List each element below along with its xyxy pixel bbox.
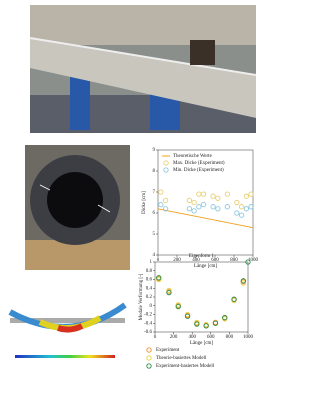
data-point xyxy=(166,289,172,296)
x-tick-label: 0 xyxy=(154,335,157,340)
legend-swatch xyxy=(146,347,152,353)
legend-label: Max. Dicke (Experiment) xyxy=(173,161,225,166)
y-tick-label: 1 xyxy=(150,260,153,265)
data-point xyxy=(203,323,209,329)
data-point xyxy=(248,191,254,197)
data-point xyxy=(200,201,207,208)
data-point xyxy=(196,204,202,210)
y-tick-label: 7 xyxy=(153,190,156,195)
series-line xyxy=(157,208,254,229)
data-point xyxy=(243,206,250,212)
y-tick-label: 0.8 xyxy=(146,269,153,274)
data-point xyxy=(240,280,247,286)
y-axis-label: Dicke [cm] xyxy=(142,191,147,214)
legend-label: Experiment xyxy=(156,348,180,353)
legend-label: Theorie-basiertes Modell xyxy=(156,356,207,361)
data-point xyxy=(162,197,169,204)
data-point xyxy=(210,193,216,199)
legend-swatch xyxy=(163,167,169,173)
data-point xyxy=(166,287,172,294)
x-tick-label: 1000 xyxy=(248,258,259,263)
data-point xyxy=(200,191,207,197)
y-tick-label: -0.6 xyxy=(144,330,152,335)
data-point xyxy=(215,195,221,201)
data-point xyxy=(238,212,245,218)
data-point xyxy=(158,201,164,208)
data-point xyxy=(175,302,181,308)
y-tick-label: 4 xyxy=(153,253,156,258)
data-point xyxy=(186,197,193,204)
legend-swatch xyxy=(146,355,152,361)
legend-swatch xyxy=(163,160,169,166)
data-point xyxy=(231,296,237,302)
data-point xyxy=(243,193,250,199)
data-point xyxy=(191,199,197,206)
legend-swatch xyxy=(146,363,152,369)
data-point xyxy=(224,191,231,197)
legend-label: Theoretische Werte xyxy=(173,154,213,159)
x-tick-label: 400 xyxy=(192,258,200,263)
cross-section-photo xyxy=(25,145,130,270)
data-point xyxy=(156,276,162,283)
y-tick-label: 0.6 xyxy=(146,278,153,283)
plot-frame xyxy=(157,149,254,256)
x-tick-label: 800 xyxy=(226,335,234,340)
data-point xyxy=(248,204,254,210)
data-point xyxy=(196,191,202,197)
fem-model xyxy=(8,302,127,358)
legend-label: Min. Dicke (Experiment) xyxy=(173,168,224,173)
x-tick-label: 600 xyxy=(211,258,219,263)
x-tick-label: 0 xyxy=(157,258,160,263)
data-point xyxy=(234,210,240,216)
x-tick-label: 200 xyxy=(173,258,181,263)
data-point xyxy=(240,278,247,284)
x-tick-label: 200 xyxy=(170,335,178,340)
y-tick-label: 5 xyxy=(153,232,156,237)
y-tick-label: 0.2 xyxy=(146,295,153,300)
data-point xyxy=(224,204,231,210)
data-point xyxy=(222,314,228,321)
data-point xyxy=(158,189,164,195)
y-tick-label: 9 xyxy=(153,148,156,153)
data-point xyxy=(215,206,221,212)
x-axis-label: Länge [cm] xyxy=(194,264,218,269)
x-axis-label: Länge [cm] xyxy=(190,341,214,346)
data-point xyxy=(191,208,197,214)
x-tick-label: 800 xyxy=(230,258,238,263)
pipe-photo xyxy=(29,5,257,133)
data-point xyxy=(238,204,245,210)
x-tick-label: 1000 xyxy=(243,335,254,340)
data-point xyxy=(194,319,200,326)
canvas: 0 200 400 600 800 1000 4 5 6 7 8 9 Länge [cm] Dicke [… xyxy=(8,5,259,369)
data-point xyxy=(245,259,251,265)
data-point xyxy=(162,206,169,212)
data-point xyxy=(194,321,200,327)
data-point xyxy=(184,313,191,319)
x-tick-label: 600 xyxy=(207,335,215,340)
y-tick-label: -0.4 xyxy=(144,321,152,326)
data-point xyxy=(156,275,162,281)
chart-title: Eigenform 1 xyxy=(189,254,215,259)
y-axis-label: Modale Verformung [-] xyxy=(139,273,144,320)
y-tick-label: 6 xyxy=(153,211,156,216)
data-point xyxy=(212,320,219,326)
data-point xyxy=(234,199,240,206)
x-tick-label: 400 xyxy=(188,335,196,340)
data-point xyxy=(175,303,181,310)
y-tick-label: 8 xyxy=(153,169,156,174)
y-tick-label: 0.4 xyxy=(146,286,153,291)
y-tick-label: 0 xyxy=(150,304,153,309)
data-point xyxy=(210,204,216,210)
legend-label: Experiment-basiertes Modell xyxy=(156,364,215,369)
data-point xyxy=(184,311,191,318)
y-tick-label: -0.2 xyxy=(144,313,152,318)
figure: 0 200 400 600 800 1000 4 5 6 7 8 9 Länge [cm] Dicke [… xyxy=(8,5,259,369)
data-point xyxy=(186,206,193,212)
